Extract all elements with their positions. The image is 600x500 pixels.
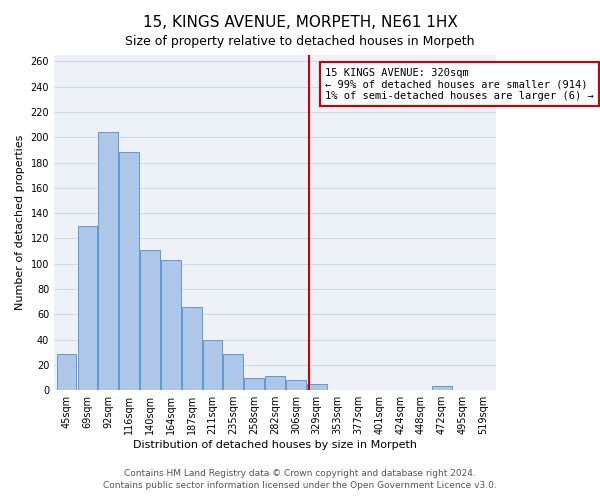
Text: Size of property relative to detached houses in Morpeth: Size of property relative to detached ho… <box>125 35 475 48</box>
X-axis label: Distribution of detached houses by size in Morpeth: Distribution of detached houses by size … <box>133 440 417 450</box>
Bar <box>265 376 285 390</box>
Y-axis label: Number of detached properties: Number of detached properties <box>15 135 25 310</box>
Bar <box>161 260 181 390</box>
Bar <box>140 250 160 390</box>
Bar <box>98 132 118 390</box>
Bar <box>307 384 326 390</box>
Bar <box>244 378 264 390</box>
Text: 15 KINGS AVENUE: 320sqm
← 99% of detached houses are smaller (914)
1% of semi-de: 15 KINGS AVENUE: 320sqm ← 99% of detache… <box>325 68 594 101</box>
Bar <box>77 226 97 390</box>
Bar <box>119 152 139 390</box>
Bar <box>286 380 306 390</box>
Bar <box>182 306 202 390</box>
Bar <box>432 386 452 390</box>
Text: 15, KINGS AVENUE, MORPETH, NE61 1HX: 15, KINGS AVENUE, MORPETH, NE61 1HX <box>143 15 457 30</box>
Bar <box>223 354 243 390</box>
Text: Contains HM Land Registry data © Crown copyright and database right 2024.
Contai: Contains HM Land Registry data © Crown c… <box>103 468 497 490</box>
Bar <box>203 340 223 390</box>
Bar <box>56 354 76 390</box>
